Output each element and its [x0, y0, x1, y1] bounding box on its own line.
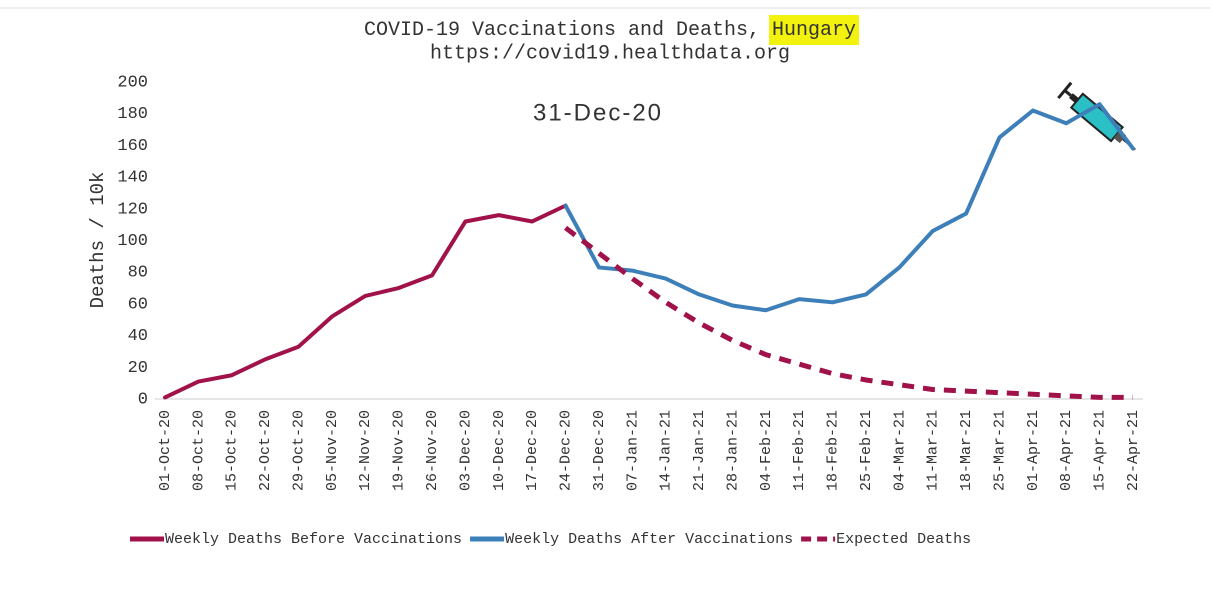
series-line	[564, 225, 1133, 400]
x-tick-label: 11-Mar-21	[925, 410, 942, 491]
x-tick-label: 22-Apr-21	[1125, 410, 1142, 491]
y-tick-label: 160	[117, 137, 148, 156]
x-tick-label: 25-Mar-21	[991, 410, 1008, 491]
title-highlight-box	[769, 15, 860, 45]
x-tick-label: 17-Dec-20	[524, 410, 541, 491]
y-tick-label: 120	[117, 200, 148, 219]
x-tick-label: 14-Jan-21	[658, 410, 675, 491]
x-tick-label: 05-Nov-20	[324, 410, 341, 491]
legend-label: Weekly Deaths After Vaccinations	[505, 531, 793, 548]
y-tick-label: 60	[128, 295, 148, 314]
x-tick-label: 04-Feb-21	[758, 410, 775, 491]
legend-label: Expected Deaths	[836, 531, 971, 548]
x-tick-label: 04-Mar-21	[891, 410, 908, 491]
date-annotation: 31-Dec-20	[533, 99, 663, 126]
x-tick-label: 18-Mar-21	[958, 410, 975, 491]
x-tick-label: 22-Oct-20	[257, 410, 274, 491]
x-tick-label: 26-Nov-20	[424, 410, 441, 491]
x-tick-label: 03-Dec-20	[457, 410, 474, 491]
title-text: COVID-19 Vaccinations and Deaths,	[364, 19, 760, 42]
y-tick-label: 200	[117, 73, 148, 92]
series-line	[163, 203, 568, 400]
y-tick-label: 20	[128, 359, 148, 378]
x-tick-label: 19-Nov-20	[391, 410, 408, 491]
x-tick-label: 29-Oct-20	[290, 410, 307, 491]
y-axis-label: Deaths / 10k	[87, 172, 109, 309]
y-tick-label: 0	[138, 390, 148, 409]
x-tick-label: 08-Apr-21	[1058, 410, 1075, 491]
x-tick-label: 01-Apr-21	[1025, 410, 1042, 491]
x-tick-label: 08-Oct-20	[190, 410, 207, 491]
x-tick-label: 31-Dec-20	[591, 410, 608, 491]
x-tick-label: 24-Dec-20	[558, 410, 575, 491]
x-tick-label: 07-Jan-21	[624, 410, 641, 491]
chart-subtitle: https://covid19.healthdata.org	[430, 42, 790, 65]
x-tick-label: 01-Oct-20	[157, 410, 174, 491]
series-line	[563, 102, 1135, 313]
x-tick-label: 10-Dec-20	[491, 410, 508, 491]
x-tick-label: 11-Feb-21	[791, 410, 808, 491]
y-tick-label: 140	[117, 169, 148, 188]
y-tick-label: 180	[117, 105, 148, 124]
title-highlight: Hungary	[772, 19, 856, 42]
y-tick-label: 40	[128, 327, 148, 346]
y-tick-label: 100	[117, 232, 148, 251]
x-tick-label: 15-Apr-21	[1092, 410, 1109, 491]
x-tick-label: 25-Feb-21	[858, 410, 875, 491]
x-tick-label: 15-Oct-20	[224, 410, 241, 491]
y-tick-label: 80	[128, 264, 148, 283]
x-tick-label: 18-Feb-21	[825, 410, 842, 491]
legend-label: Weekly Deaths Before Vaccinations	[165, 531, 462, 548]
chart-title: COVID-19 Vaccinations and Deaths, Hungar…	[364, 19, 856, 42]
x-tick-label: 28-Jan-21	[724, 410, 741, 491]
x-tick-label: 12-Nov-20	[357, 410, 374, 491]
x-tick-label: 21-Jan-21	[691, 410, 708, 491]
